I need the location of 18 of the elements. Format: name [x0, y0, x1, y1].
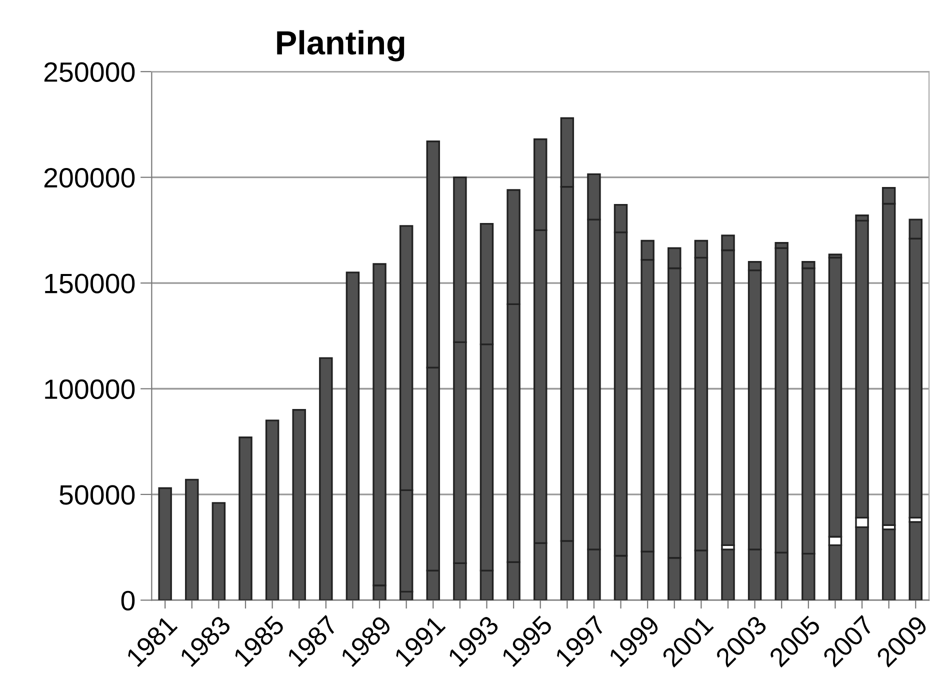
bar [212, 502, 226, 600]
y-tick-label: 200000 [44, 168, 135, 188]
bar [158, 487, 172, 600]
bar [882, 528, 896, 600]
bar [908, 521, 923, 600]
y-tick-label: 100000 [45, 379, 135, 400]
bar [346, 272, 360, 600]
bar [185, 478, 199, 600]
bar [319, 357, 333, 600]
bar [238, 436, 252, 600]
y-tick-label: 150000 [45, 274, 135, 294]
bar [292, 409, 306, 600]
y-tick-label: 50000 [60, 485, 135, 505]
y-tick-label: 0 [121, 590, 135, 610]
y-tick-label: 250000 [44, 62, 135, 82]
bar [721, 548, 735, 600]
bar [265, 420, 280, 600]
chart-title: Planting [277, 30, 404, 62]
